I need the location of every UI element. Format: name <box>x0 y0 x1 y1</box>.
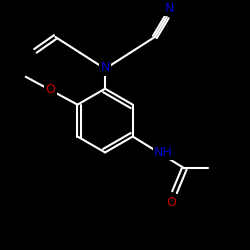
Text: O: O <box>166 196 176 209</box>
Text: O: O <box>46 83 56 96</box>
Text: NH: NH <box>154 146 173 159</box>
Text: N: N <box>100 61 110 74</box>
Text: N: N <box>165 2 174 15</box>
